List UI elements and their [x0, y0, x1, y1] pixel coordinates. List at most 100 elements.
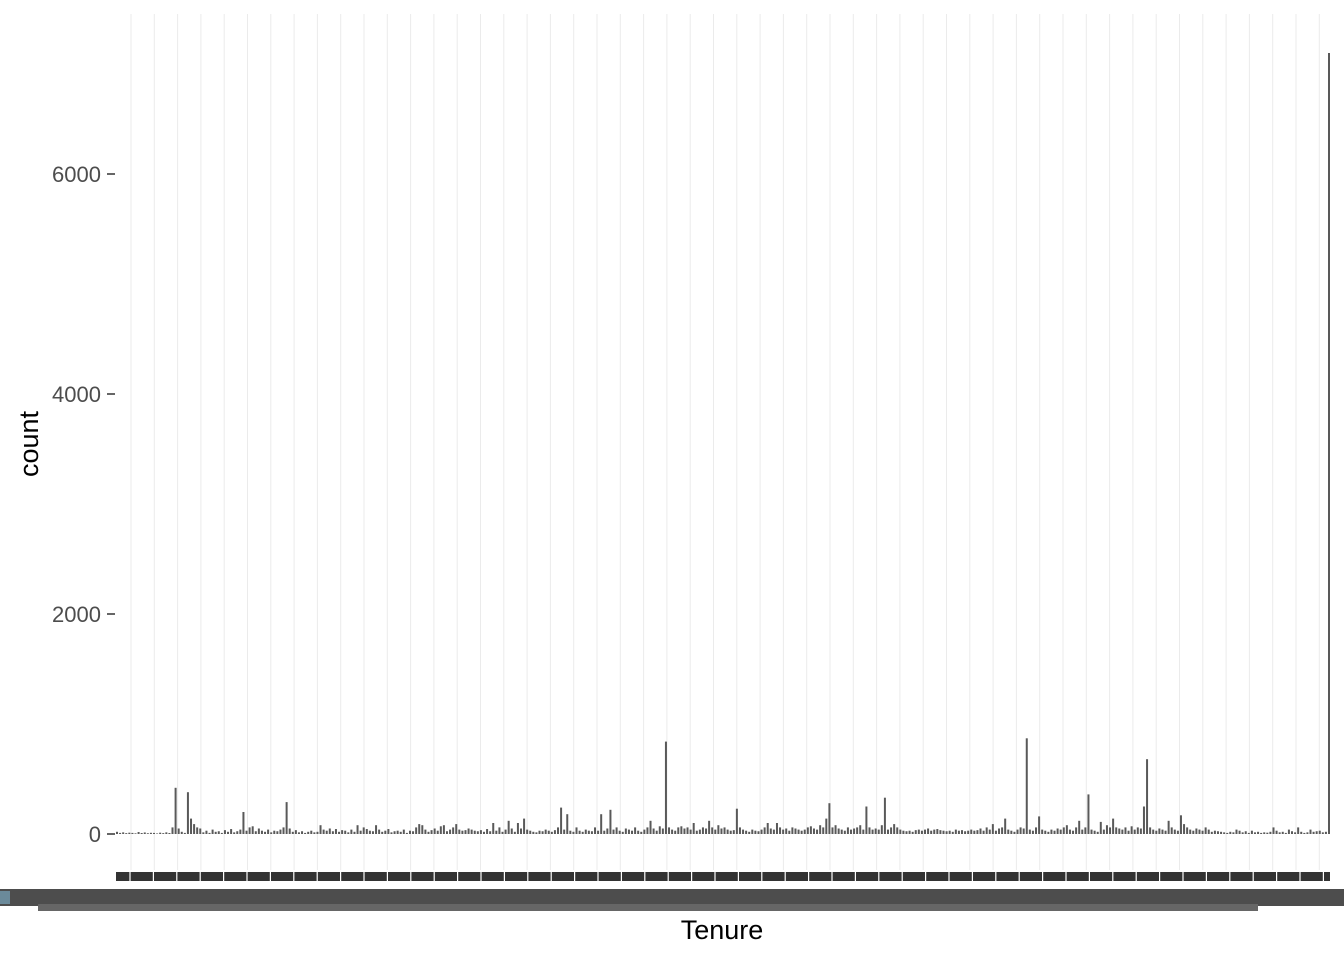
- bar: [886, 829, 889, 834]
- bar: [1235, 829, 1238, 834]
- y-tick-label: 0: [89, 822, 101, 847]
- bar: [405, 832, 408, 834]
- bar: [754, 830, 757, 834]
- bar: [1216, 831, 1219, 834]
- bar: [1186, 827, 1189, 834]
- bar: [994, 830, 997, 834]
- bar: [954, 829, 957, 834]
- bar: [1139, 828, 1142, 834]
- bar: [637, 830, 640, 834]
- bar: [1179, 815, 1182, 834]
- bar: [492, 823, 495, 834]
- bar: [125, 833, 128, 834]
- bar: [445, 831, 448, 834]
- bar: [319, 825, 322, 834]
- bar: [1287, 829, 1290, 834]
- bar: [1167, 820, 1170, 834]
- bar: [1226, 832, 1229, 834]
- bar: [177, 828, 180, 834]
- bar: [927, 828, 930, 834]
- bar: [939, 830, 942, 834]
- bar: [763, 827, 766, 834]
- bar: [131, 832, 134, 834]
- bar: [1207, 829, 1210, 834]
- bar: [1272, 827, 1275, 834]
- bar: [998, 828, 1001, 834]
- bar: [532, 831, 535, 834]
- bar: [686, 827, 689, 834]
- bar: [735, 808, 738, 834]
- bar: [661, 828, 664, 834]
- y-tick-label: 6000: [52, 162, 101, 187]
- bar: [1183, 824, 1186, 834]
- bar: [1062, 827, 1065, 834]
- bar: [788, 830, 791, 834]
- bar: [171, 827, 174, 834]
- bar: [140, 833, 143, 834]
- bar: [356, 825, 359, 834]
- bar: [482, 831, 485, 834]
- bar: [1176, 830, 1179, 834]
- bar: [285, 802, 288, 834]
- bar: [803, 829, 806, 834]
- bar: [384, 830, 387, 834]
- bar: [1284, 832, 1287, 834]
- bar: [563, 829, 566, 834]
- bar: [1328, 53, 1330, 834]
- bar: [751, 829, 754, 834]
- bar: [655, 830, 658, 834]
- bar: [257, 828, 260, 834]
- bar: [714, 829, 717, 834]
- bar: [461, 830, 464, 834]
- bar: [621, 831, 624, 834]
- bar: [917, 829, 920, 834]
- bar: [646, 827, 649, 834]
- bar: [479, 830, 482, 834]
- bar: [464, 830, 467, 834]
- bar: [726, 829, 729, 834]
- bar: [757, 831, 760, 834]
- bar: [1198, 829, 1201, 834]
- bar: [1075, 827, 1078, 834]
- bar: [134, 833, 137, 834]
- bar: [1297, 827, 1300, 834]
- bar: [819, 825, 822, 834]
- bar: [600, 814, 603, 834]
- bar: [436, 830, 439, 834]
- bar: [1204, 827, 1207, 834]
- bar: [1294, 832, 1297, 834]
- bar: [1146, 759, 1149, 834]
- bar: [439, 826, 442, 834]
- bar: [190, 818, 193, 834]
- bar: [748, 831, 751, 834]
- bar: [658, 826, 661, 834]
- bar: [800, 830, 803, 834]
- bar: [331, 831, 334, 834]
- bar: [843, 830, 846, 834]
- bar: [153, 832, 156, 834]
- bar: [535, 832, 538, 834]
- bar: [547, 830, 550, 834]
- bar: [507, 820, 510, 834]
- bar: [242, 812, 245, 834]
- bar: [276, 831, 279, 834]
- bar: [211, 829, 214, 834]
- bar: [412, 831, 415, 834]
- bar: [775, 823, 778, 834]
- bar: [985, 827, 988, 834]
- bar: [1041, 829, 1044, 834]
- bar: [1124, 827, 1127, 834]
- bar: [1105, 825, 1108, 834]
- bar: [1127, 830, 1130, 834]
- bar: [791, 827, 794, 834]
- bar: [967, 830, 970, 834]
- bar: [430, 830, 433, 834]
- bar: [1081, 829, 1084, 834]
- bar: [587, 830, 590, 834]
- bar: [970, 829, 973, 834]
- bar: [270, 832, 273, 834]
- bar: [828, 803, 831, 834]
- bar: [146, 833, 149, 834]
- bar: [143, 832, 146, 834]
- bar: [1321, 832, 1324, 834]
